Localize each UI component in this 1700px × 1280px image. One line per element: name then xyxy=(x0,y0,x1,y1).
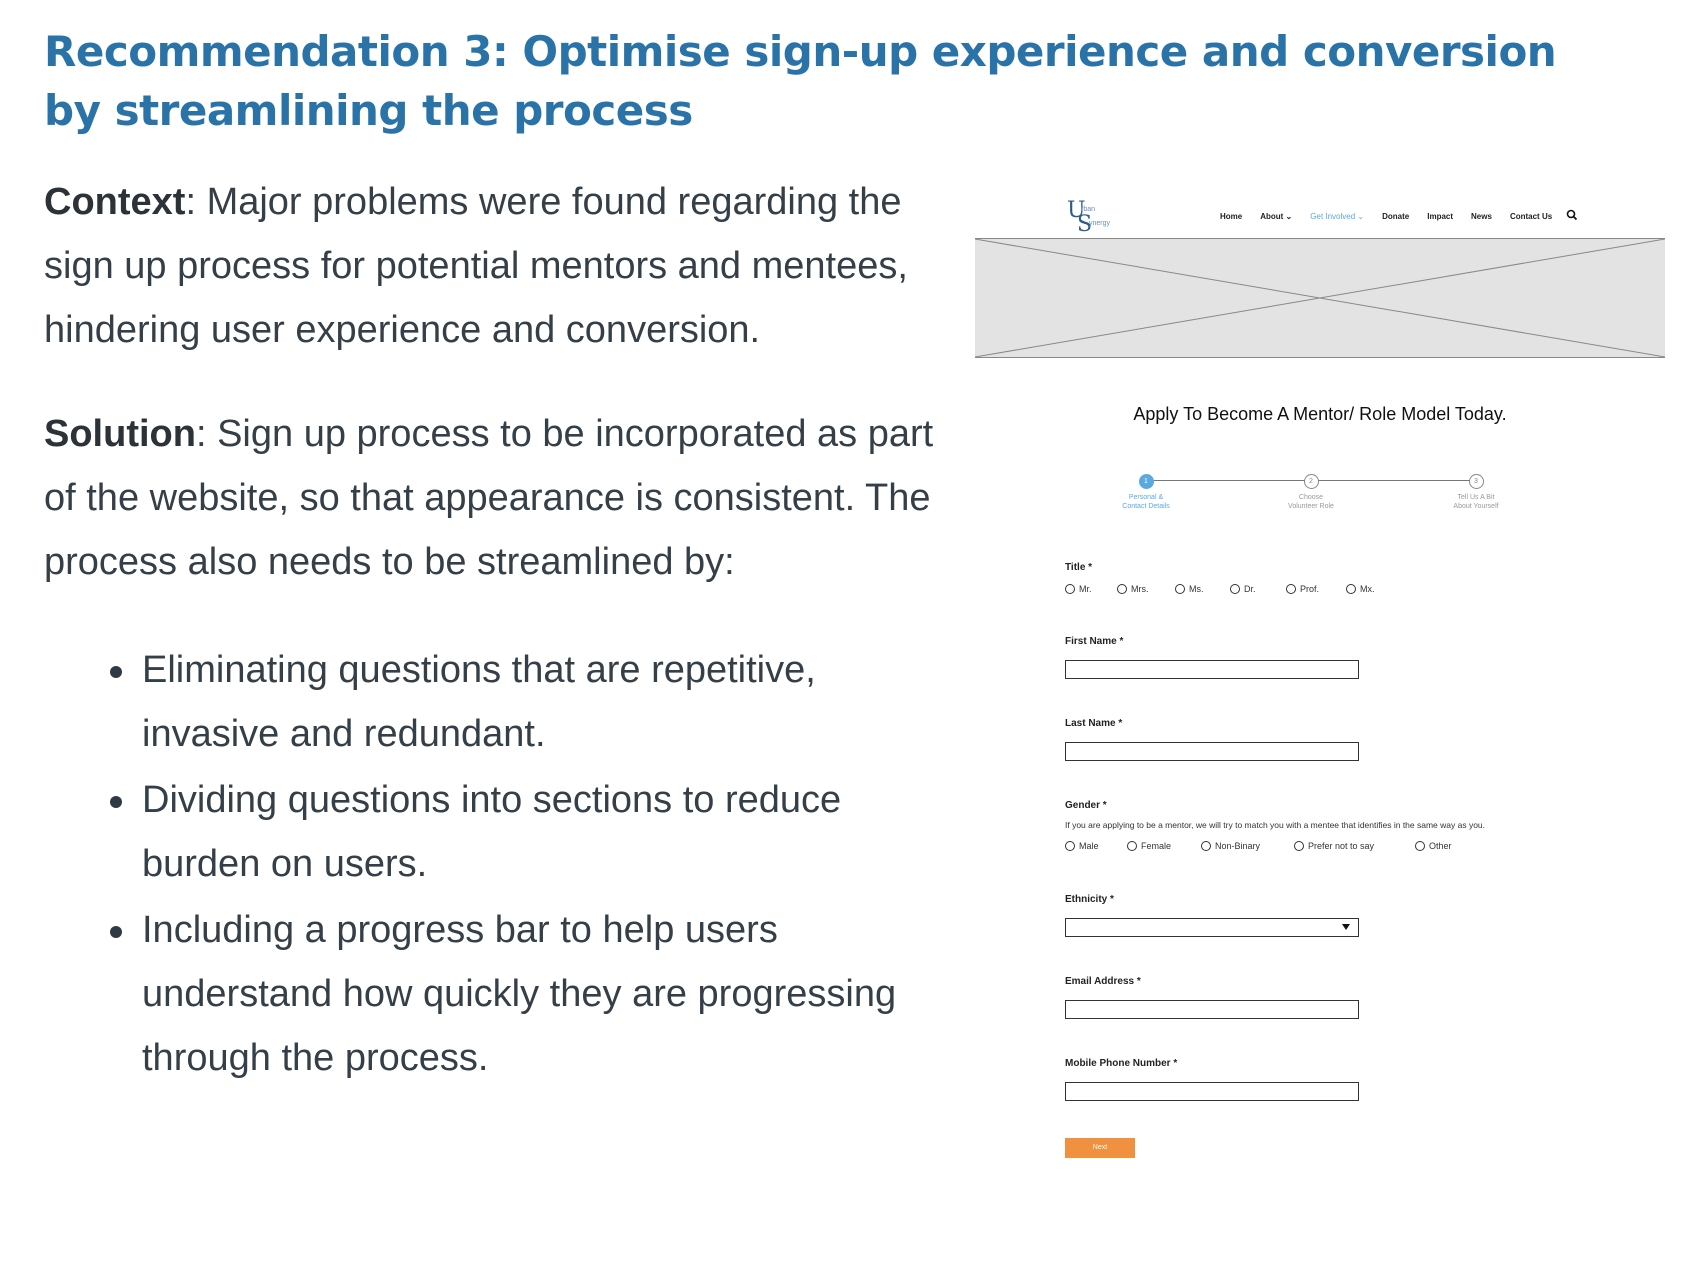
logo-letter-u: U xyxy=(1067,198,1086,223)
gender-option-other[interactable]: Other xyxy=(1415,841,1465,851)
progress-bar: 1 Personal & Contact Details 2 Choose Volu… xyxy=(975,472,1665,532)
last-name-label: Last Name * xyxy=(1065,718,1123,729)
progress-step-2[interactable]: 2 Choose Volunteer Role xyxy=(1261,472,1361,511)
page-heading: Recommendation 3: Optimise sign-up exper… xyxy=(44,27,1557,135)
radio-circle-icon xyxy=(1117,584,1127,594)
radio-circle-icon xyxy=(1065,841,1075,851)
gender-option-non-binary[interactable]: Non-Binary xyxy=(1201,841,1294,851)
nav-item-about[interactable]: About ⌄ xyxy=(1260,212,1293,221)
step-indicator: 2 xyxy=(1303,474,1319,489)
radio-circle-icon xyxy=(1065,584,1075,594)
logo-text-rban: rban xyxy=(1081,206,1096,213)
gender-option-female[interactable]: Female xyxy=(1127,841,1201,851)
phone-input[interactable] xyxy=(1065,1082,1359,1101)
step-label: Personal & Contact Details xyxy=(1122,494,1170,510)
email-input[interactable] xyxy=(1065,1000,1359,1019)
gender-hint: If you are applying to be a mentor, we w… xyxy=(1065,820,1486,830)
radio-circle-icon xyxy=(1346,584,1356,594)
radio-circle-icon xyxy=(1294,841,1304,851)
nav-item-impact[interactable]: Impact xyxy=(1427,212,1454,221)
step-label: Choose Volunteer Role xyxy=(1288,494,1334,510)
progress-step-3[interactable]: 3 Tell Us A Bit About Yourself xyxy=(1426,472,1526,511)
nav-item-get-involved[interactable]: Get Involved ⌄ xyxy=(1310,212,1365,221)
first-name-label: First Name * xyxy=(1065,636,1124,647)
step-indicator: 1 xyxy=(1138,474,1154,489)
step-indicator: 3 xyxy=(1468,474,1484,489)
chevron-down-icon xyxy=(1342,924,1350,930)
context-label: Context xyxy=(44,181,186,223)
nav-item-home[interactable]: Home xyxy=(1220,212,1243,221)
radio-circle-icon xyxy=(1230,584,1240,594)
last-name-input[interactable] xyxy=(1065,742,1359,761)
title-radio-group: Mr. Mrs. Ms. Dr. Prof. Mx. xyxy=(1065,584,1396,594)
solution-text: : Sign up process to be incorporated as … xyxy=(44,413,934,583)
title-option-prof[interactable]: Prof. xyxy=(1286,584,1346,594)
radio-circle-icon xyxy=(1415,841,1425,851)
bullet-item: Including a progress bar to help users u… xyxy=(110,898,944,1090)
title-option-mrs[interactable]: Mrs. xyxy=(1117,584,1175,594)
bullet-item: Eliminating questions that are repetitiv… xyxy=(110,638,944,766)
ethnicity-select[interactable] xyxy=(1065,918,1359,937)
solution-label: Solution xyxy=(44,413,196,455)
solution-paragraph: Solution: Sign up process to be incorpor… xyxy=(44,402,944,594)
hero-image-placeholder xyxy=(975,238,1665,358)
ethnicity-label: Ethnicity * xyxy=(1065,894,1114,905)
radio-circle-icon xyxy=(1175,584,1185,594)
phone-label: Mobile Phone Number * xyxy=(1065,1058,1178,1069)
logo-text-ynergy: ynergy xyxy=(1089,220,1111,227)
nav-item-contact-us[interactable]: Contact Us xyxy=(1509,212,1553,221)
site-logo[interactable]: U rban S ynergy xyxy=(1067,198,1127,237)
radio-circle-icon xyxy=(1286,584,1296,594)
title-option-dr[interactable]: Dr. xyxy=(1230,584,1286,594)
title-option-ms[interactable]: Ms. xyxy=(1175,584,1230,594)
progress-step-1[interactable]: 1 Personal & Contact Details xyxy=(1096,472,1196,511)
context-text: : Major problems were found regarding th… xyxy=(44,181,908,351)
title-option-mx[interactable]: Mx. xyxy=(1346,584,1396,594)
search-icon[interactable] xyxy=(1565,208,1579,222)
context-paragraph: Context: Major problems were found regar… xyxy=(44,170,944,362)
nav-item-donate[interactable]: Donate xyxy=(1382,212,1410,221)
gender-option-prefer-not-to-say[interactable]: Prefer not to say xyxy=(1294,841,1415,851)
gender-label: Gender * xyxy=(1065,800,1107,811)
gender-radio-group: Male Female Non-Binary Prefer not to say… xyxy=(1065,841,1465,851)
bullet-item: Dividing questions into sections to redu… xyxy=(110,768,944,896)
solution-bullet-list: Eliminating questions that are repetitiv… xyxy=(44,638,944,1090)
signup-wireframe: U rban S ynergy Home About ⌄ Get Involve… xyxy=(975,190,1665,1190)
nav-item-news[interactable]: News xyxy=(1471,212,1492,221)
title-label: Title * xyxy=(1065,562,1093,573)
placeholder-cross-icon xyxy=(975,239,1665,357)
title-option-mr[interactable]: Mr. xyxy=(1065,584,1117,594)
site-nav: Home About ⌄ Get Involved ⌄ Donate Impac… xyxy=(1220,212,1570,221)
radio-circle-icon xyxy=(1201,841,1211,851)
email-label: Email Address * xyxy=(1065,976,1141,987)
step-label: Tell Us A Bit About Yourself xyxy=(1453,494,1499,510)
recommendation-body: Context: Major problems were found regar… xyxy=(44,170,944,1092)
next-button[interactable]: Next xyxy=(1065,1138,1135,1158)
logo-letter-s: S xyxy=(1077,212,1093,237)
gender-option-male[interactable]: Male xyxy=(1065,841,1127,851)
radio-circle-icon xyxy=(1127,841,1137,851)
first-name-input[interactable] xyxy=(1065,660,1359,679)
form-title: Apply To Become A Mentor/ Role Model Tod… xyxy=(1133,404,1507,424)
